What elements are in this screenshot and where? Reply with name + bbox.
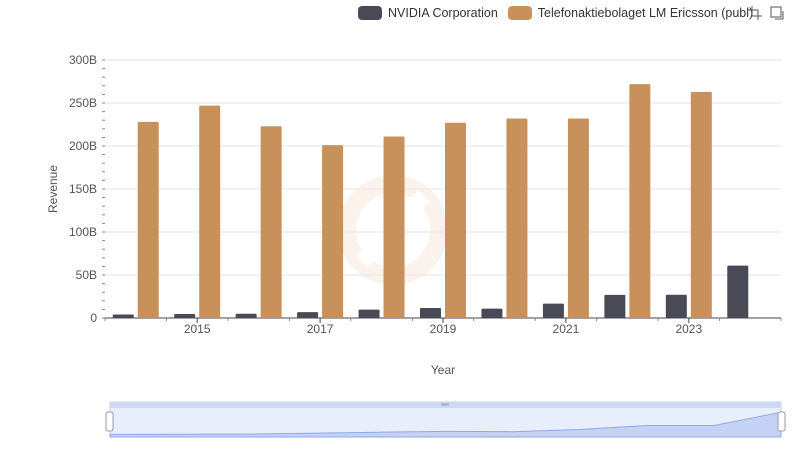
x-tick-label: 2023	[675, 322, 702, 336]
legend-swatch-nvidia	[358, 6, 382, 20]
x-axis-label: Year	[431, 363, 455, 377]
bar-nvidia	[542, 303, 564, 318]
bar-nvidia	[112, 314, 134, 318]
y-axis: 0 50B 100B 150B 200B 250B 300B	[69, 53, 105, 325]
x-axis: 2015 2017 2019 2021 2023	[104, 317, 782, 336]
bar-ericsson	[260, 126, 282, 318]
chart-legend: NVIDIA Corporation Telefonaktiebolaget L…	[358, 4, 763, 22]
bar-nvidia	[420, 307, 441, 318]
y-tick-label: 300B	[69, 53, 97, 67]
legend-label-ericsson: Telefonaktiebolaget LM Ericsson (publ)	[537, 6, 754, 20]
x-tick-label: 2021	[553, 322, 580, 336]
bars-group	[112, 84, 749, 318]
zoom-select-icon[interactable]	[748, 6, 762, 20]
bar-ericsson	[199, 105, 221, 318]
bar-nvidia	[358, 309, 380, 318]
legend-swatch-ericsson	[507, 6, 532, 20]
slider-preview-area	[109, 411, 782, 438]
bar-nvidia	[727, 265, 749, 318]
y-tick-label: 0	[90, 311, 97, 325]
slider-handle-right[interactable]	[777, 411, 786, 432]
slider-grip-icon[interactable]	[441, 403, 449, 406]
y-tick-label: 150B	[69, 182, 97, 196]
legend-label-nvidia: NVIDIA Corporation	[388, 6, 498, 20]
bar-ericsson	[137, 121, 159, 318]
bar-ericsson	[322, 145, 344, 318]
legend-item-nvidia[interactable]: NVIDIA Corporation	[358, 6, 498, 20]
y-tick-label: 200B	[69, 139, 97, 153]
x-tick-label: 2019	[430, 322, 457, 336]
slider-handle-left[interactable]	[105, 411, 114, 432]
bar-nvidia	[297, 312, 319, 318]
bar-nvidia	[481, 308, 503, 318]
y-tick-label: 100B	[69, 225, 97, 239]
y-tick-label: 250B	[69, 96, 97, 110]
bar-ericsson	[506, 118, 528, 318]
bar-nvidia	[235, 313, 257, 318]
x-tick-label: 2015	[184, 322, 211, 336]
bar-ericsson	[629, 84, 651, 318]
data-zoom-slider[interactable]	[105, 401, 786, 438]
y-tick-label: 50B	[76, 268, 97, 282]
bar-nvidia	[665, 294, 687, 318]
bar-ericsson	[445, 122, 466, 318]
y-axis-label: Revenue	[46, 165, 60, 213]
bar-ericsson	[690, 91, 712, 318]
bar-nvidia	[604, 294, 626, 318]
bar-nvidia	[174, 313, 196, 318]
bar-ericsson	[567, 118, 589, 318]
chart-toolbar	[748, 6, 792, 20]
legend-item-ericsson[interactable]: Telefonaktiebolaget LM Ericsson (publ)	[507, 6, 754, 20]
bar-ericsson	[383, 136, 405, 318]
x-tick-label: 2017	[307, 322, 334, 336]
zoom-reset-icon[interactable]	[770, 6, 784, 20]
